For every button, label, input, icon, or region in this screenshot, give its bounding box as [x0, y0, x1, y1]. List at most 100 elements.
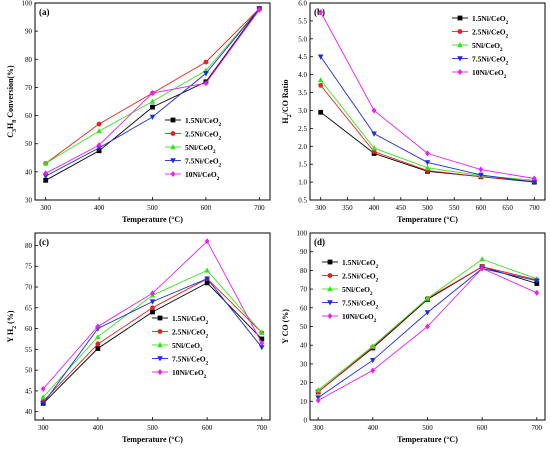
- data-point: [204, 238, 210, 245]
- data-point: [425, 323, 430, 330]
- legend-marker: [327, 300, 333, 306]
- y-axis-label: H2/CO Ratio: [281, 79, 293, 123]
- x-tick-label: 550: [449, 204, 460, 212]
- series-7-5ni-ceo2: [42, 6, 263, 180]
- data-point: [96, 142, 102, 149]
- data-point: [150, 290, 155, 297]
- legend-marker: [170, 131, 176, 136]
- data-point: [96, 145, 102, 151]
- panel-b: 300 350 400 450 500 550 600 650 700 0.5 1.0 1.5 2.0 2…: [281, 0, 546, 224]
- x-axis-label: Temperature (°C): [397, 215, 458, 224]
- data-point: [371, 145, 377, 151]
- series-10ni-ceo2: [40, 238, 265, 392]
- y-tick-label: 60: [25, 112, 33, 120]
- y-tick-label: 3.5: [298, 89, 307, 97]
- data-point: [318, 82, 324, 88]
- x-tick-label: 300: [38, 424, 49, 432]
- data-point: [370, 357, 376, 364]
- legend-label: 10Ni/CeO2: [185, 170, 220, 182]
- data-point: [424, 160, 431, 166]
- x-tick-label: 600: [201, 204, 212, 212]
- data-point: [42, 173, 49, 180]
- y-tick-label: 1.5: [298, 161, 307, 169]
- x-tick-label: 300: [313, 424, 324, 432]
- y-tick-label: 5.5: [298, 17, 307, 25]
- legend-label: 10Ni/CeO2: [172, 368, 207, 380]
- x-tick-label: 300: [40, 204, 51, 212]
- legend-label: 7.5Ni/CeO2: [342, 299, 379, 311]
- legend-label: 1.5Ni/CeO2: [185, 116, 222, 128]
- y-tick-label: 4.0: [298, 71, 307, 79]
- legend-label: 1.5Ni/CeO2: [342, 258, 379, 270]
- data-point: [425, 150, 430, 157]
- data-point: [203, 71, 209, 77]
- data-point: [95, 346, 101, 351]
- y-tick-label: 80: [25, 242, 33, 250]
- data-point: [370, 343, 376, 349]
- data-point: [371, 149, 377, 155]
- y-tick-label: 3.0: [298, 107, 307, 115]
- legend-label: 7.5Ni/CeO2: [172, 355, 209, 367]
- panel-c: 300 400 500 600 700 40 45 50 55 60 65 70 75 80 Tempera…: [6, 232, 271, 444]
- legend-marker: [157, 329, 163, 334]
- data-point: [478, 172, 484, 178]
- x-tick-label: 300: [315, 204, 326, 212]
- y-tick-label: 50: [25, 367, 33, 375]
- data-point: [40, 394, 46, 400]
- data-point: [204, 267, 210, 273]
- legend-marker: [170, 117, 176, 123]
- y-tick-label: 100: [297, 230, 308, 238]
- legend-marker: [170, 144, 176, 150]
- y-tick-label: 30: [300, 360, 308, 368]
- legend-marker: [457, 42, 463, 48]
- legend-label: 2.5Ni/CeO2: [472, 28, 509, 40]
- data-point: [149, 98, 156, 104]
- data-point: [95, 333, 101, 340]
- data-point: [40, 385, 46, 392]
- legend-marker: [327, 313, 333, 319]
- legend-label: 2.5Ni/CeO2: [185, 130, 222, 142]
- data-point: [259, 345, 265, 351]
- y-tick-label: 5.0: [298, 35, 307, 43]
- y-tick-label: 80: [300, 267, 308, 275]
- y-tick-label: 40: [300, 342, 308, 350]
- data-point: [317, 54, 324, 60]
- x-tick-label: 600: [202, 424, 213, 432]
- series-1-5ni-ceo2: [40, 280, 265, 406]
- data-point: [204, 276, 210, 282]
- series-line: [42, 269, 263, 398]
- x-tick-label: 400: [368, 424, 379, 432]
- data-point: [315, 397, 321, 404]
- data-point: [42, 160, 49, 166]
- data-point: [43, 177, 49, 183]
- y-tick-label: 6.0: [298, 0, 307, 8]
- data-point: [531, 175, 537, 182]
- x-tick-label: 600: [476, 204, 487, 212]
- y-tick-label: 20: [300, 379, 308, 387]
- y-tick-label: 2.5: [298, 125, 307, 133]
- legend-marker: [327, 273, 333, 278]
- y-tick-label: 80: [25, 56, 33, 64]
- legend-label: 5Ni/CeO2: [172, 341, 203, 353]
- y-tick-label: 60: [300, 304, 308, 312]
- data-point: [478, 166, 484, 173]
- data-point: [479, 256, 485, 262]
- data-point: [318, 109, 324, 115]
- data-point: [150, 104, 155, 110]
- data-point: [315, 387, 321, 393]
- y-tick-label: 4.5: [298, 53, 307, 61]
- data-point: [424, 295, 431, 301]
- y-tick-label: 50: [300, 323, 308, 331]
- y-tick-label: 90: [25, 28, 33, 36]
- data-point: [424, 310, 431, 316]
- data-point: [259, 329, 265, 335]
- legend-marker: [157, 369, 163, 375]
- x-tick-label: 400: [93, 424, 104, 432]
- y-tick-label: 50: [25, 140, 33, 148]
- series-5ni-ceo2: [317, 77, 538, 183]
- y-axis-label: C3H8 Conversion(%): [6, 65, 18, 138]
- data-point: [95, 341, 101, 347]
- series-10ni-ceo2: [43, 7, 262, 177]
